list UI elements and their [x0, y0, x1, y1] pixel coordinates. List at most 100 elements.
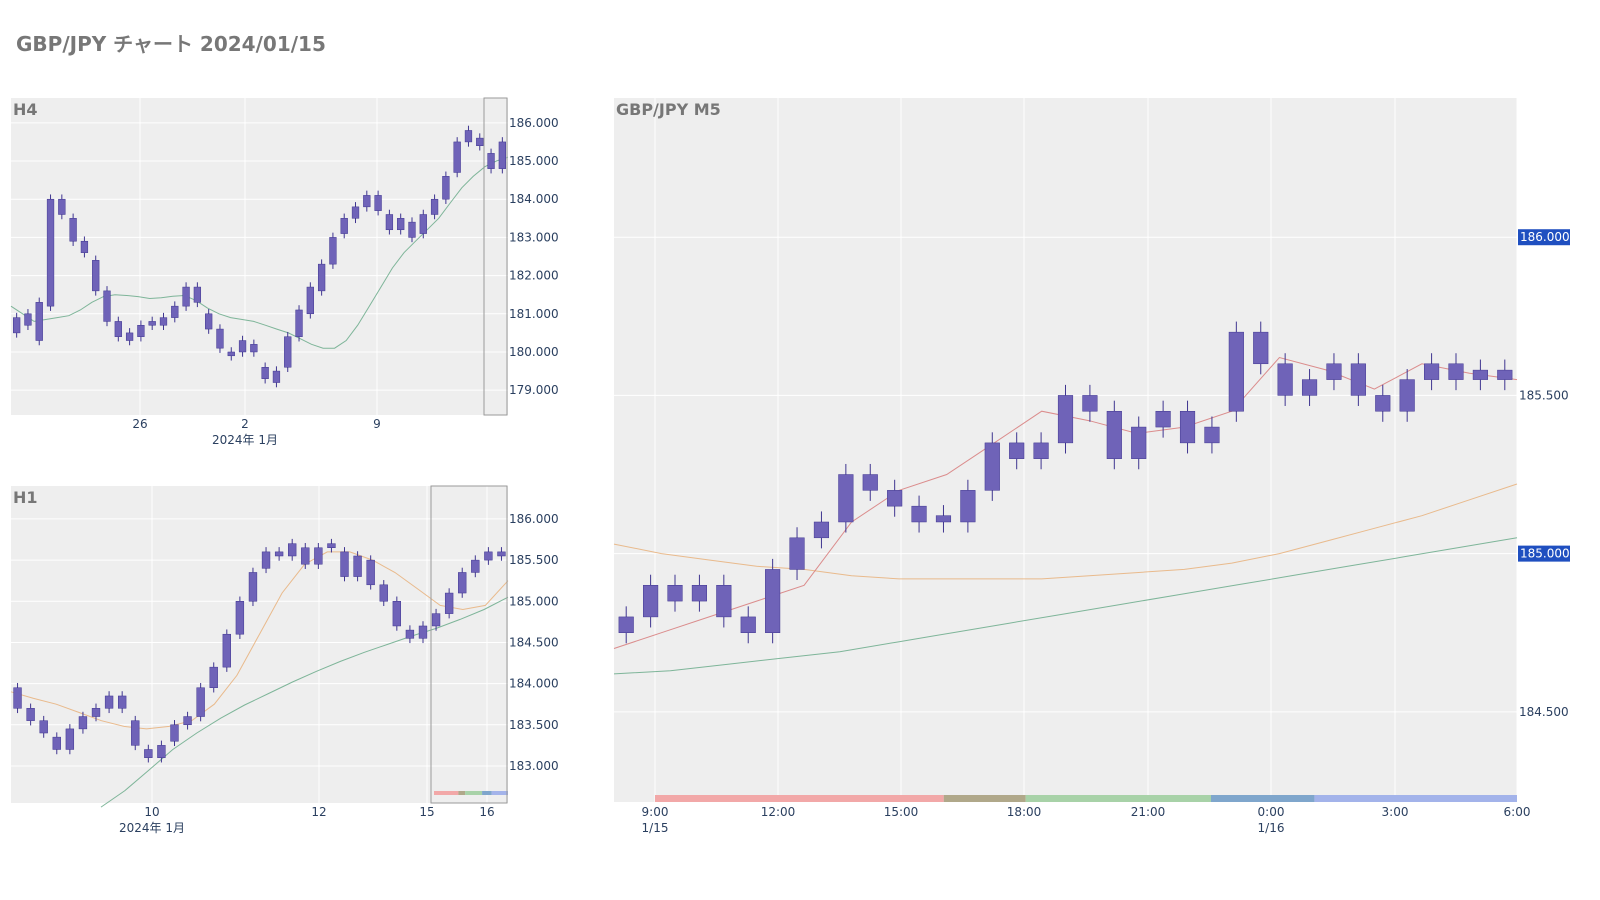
m5-x-tick-label: 0:00 — [1258, 805, 1285, 819]
h1-y-tick-label: 184.000 — [509, 677, 559, 691]
h1-moving-average-line — [100, 596, 509, 808]
h1-session-band — [465, 791, 483, 795]
h1-y-tick-label: 183.000 — [509, 759, 559, 773]
h4-candle-body — [363, 195, 371, 208]
m5-candle-body — [1179, 410, 1196, 444]
m5-candle-body — [716, 585, 732, 618]
h1-candle-body — [261, 551, 271, 569]
h4-candle-body — [430, 198, 439, 215]
h1-candle-body — [274, 551, 284, 557]
h1-candle-body — [91, 708, 101, 717]
h4-candle-body — [171, 305, 179, 318]
h4-candle-body — [476, 137, 484, 146]
m5-candle-body — [765, 569, 781, 633]
m5-candle-body — [618, 616, 634, 633]
m5-candle-body — [1424, 363, 1440, 380]
h1-panel-label: H1 — [13, 488, 38, 507]
h1-plot-area — [11, 486, 508, 803]
m5-x-tick-label: 18:00 — [1007, 805, 1042, 819]
h4-panel-label: H4 — [13, 100, 38, 119]
h4-candle-body — [408, 221, 416, 238]
h4-candle-body — [114, 321, 122, 337]
h1-candle-body — [431, 613, 441, 627]
h4-y-tick-label: 184.000 — [509, 192, 559, 206]
h4-candle-body — [13, 317, 21, 334]
h4-recent-highlight-box — [483, 97, 508, 416]
h1-candle-body — [144, 749, 153, 758]
h4-chart[interactable]: 179.000 180.000 181.000 182.000 183.000 184.0… — [0, 90, 570, 460]
m5-price-badge — [1518, 229, 1570, 246]
m5-candle-body — [838, 474, 854, 523]
h1-candle-body — [52, 736, 61, 750]
m5-price-badge — [1518, 545, 1570, 562]
m5-x-tick-date: 1/16 — [1258, 821, 1285, 835]
m5-chart[interactable]: 184.500 185.500 186.000 185.000 9:00 1/15 12… — [600, 90, 1600, 860]
h1-chart[interactable]: 183.000 183.500 184.000 184.500 185.000 185.5… — [0, 478, 570, 848]
m5-x-tick-label: 6:00 — [1504, 805, 1531, 819]
h1-session-band — [482, 791, 492, 795]
h4-candle-body — [272, 370, 281, 383]
h1-session-band — [458, 791, 466, 795]
h4-plot-area — [11, 98, 508, 415]
h4-y-tick-label: 181.000 — [509, 307, 559, 321]
h1-candle-body — [405, 629, 415, 639]
h4-y-tick-label: 182.000 — [509, 269, 559, 283]
h4-candle-body — [464, 130, 473, 143]
m5-session-band — [943, 795, 1026, 802]
h1-candle-body — [444, 592, 454, 614]
h4-candle-body — [227, 351, 235, 357]
h1-candle-body — [131, 720, 140, 746]
h4-candle-body — [92, 260, 100, 292]
h1-candle-body — [117, 695, 127, 709]
h1-candle-body — [301, 547, 310, 565]
m5-candle-body — [1228, 331, 1244, 412]
h1-candle-body — [366, 559, 375, 586]
h4-y-tick-label: 180.000 — [509, 345, 559, 359]
m5-candle-body — [984, 442, 1000, 491]
m5-price-badge-label: 185.000 — [1520, 547, 1570, 561]
h1-candle-body — [248, 572, 258, 602]
h1-candle-body — [209, 666, 218, 688]
h4-candle-body — [385, 214, 394, 231]
h1-candle-body — [288, 543, 297, 557]
h1-candle-body — [471, 559, 480, 573]
m5-candle-body — [1326, 363, 1342, 380]
h4-candle-body — [250, 344, 258, 353]
page-title: GBP/JPY チャート 2024/01/15 — [16, 32, 326, 56]
h1-candle-body — [104, 695, 114, 709]
m5-candle-body — [1155, 410, 1171, 428]
h1-candle-body — [497, 551, 506, 557]
h4-candle-body — [80, 240, 89, 253]
m5-candle-body — [887, 490, 903, 507]
h1-candle-body — [484, 551, 493, 561]
m5-candle-body — [643, 585, 659, 618]
h4-candle-body — [419, 214, 427, 234]
h4-candle-body — [498, 141, 506, 169]
h4-y-tick-label: 179.000 — [509, 383, 559, 397]
h4-x-tick-label: 9 — [373, 417, 381, 431]
h4-x-tick-label: 26 — [132, 417, 147, 431]
m5-candle-body — [789, 537, 805, 570]
m5-x-tick-label: 21:00 — [1131, 805, 1166, 819]
m5-candle-body — [862, 474, 878, 491]
h4-candle-body — [295, 309, 303, 337]
h4-candle-body — [137, 324, 145, 337]
m5-x-tick-label: 12:00 — [761, 805, 796, 819]
m5-candle-body — [1033, 442, 1049, 459]
h4-candle-body — [24, 313, 32, 326]
h4-y-tick-label: 186.000 — [509, 116, 559, 130]
h4-candle-body — [35, 302, 43, 341]
h1-session-band — [434, 791, 459, 795]
m5-x-tick-label: 9:00 — [642, 805, 669, 819]
h4-y-tick-label: 185.000 — [509, 154, 559, 168]
h4-candle-body — [148, 321, 156, 326]
m5-candle-body — [1472, 369, 1488, 380]
h4-candle-body — [159, 317, 168, 326]
h4-x-tick-label: 2 — [241, 417, 249, 431]
m5-candle-body — [1009, 442, 1025, 459]
m5-x-tick-date: 1/15 — [642, 821, 669, 835]
h4-y-tick-label: 183.000 — [509, 230, 559, 244]
h4-candle-body — [340, 218, 348, 234]
h1-x-sublabel: 2024年 1月 — [119, 821, 185, 835]
m5-price-badge-label: 186.000 — [1520, 230, 1570, 244]
